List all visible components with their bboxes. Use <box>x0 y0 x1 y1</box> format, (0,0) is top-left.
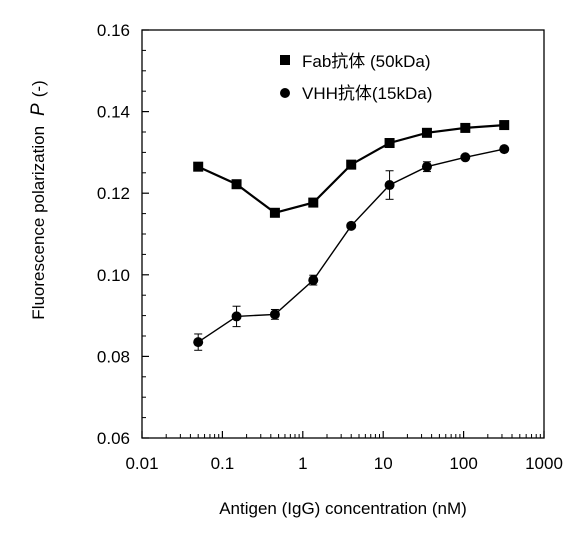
x-tick-label: 10 <box>374 454 393 473</box>
legend: Fab抗体 (50kDa) VHH抗体(15kDa) <box>280 52 432 103</box>
data-point-square <box>270 208 280 218</box>
data-point-square <box>346 160 356 170</box>
y-tick-label: 0.10 <box>97 266 130 285</box>
legend-label-fab: Fab抗体 (50kDa) <box>302 52 430 71</box>
y-tick-label: 0.12 <box>97 184 130 203</box>
y-tick-label: 0.14 <box>97 103 130 122</box>
y-axis-title-symbol: P <box>28 103 49 116</box>
legend-label-vhh: VHH抗体(15kDa) <box>302 84 432 103</box>
data-point-circle <box>232 311 242 321</box>
data-point-circle <box>422 162 432 172</box>
y-tick-label: 0.08 <box>97 347 130 366</box>
y-axis-title: Fluorescence polarization P (-) <box>28 80 49 319</box>
data-point-circle <box>385 180 395 190</box>
data-point-circle <box>460 152 470 162</box>
y-axis-title-unit: (-) <box>29 80 48 97</box>
x-axis-title: Antigen (IgG) concentration (nM) <box>219 499 467 518</box>
data-point-circle <box>193 337 203 347</box>
data-point-square <box>422 128 432 138</box>
data-point-square <box>499 120 509 130</box>
y-tick-label: 0.16 <box>97 21 130 40</box>
x-tick-label: 1000 <box>525 454 563 473</box>
data-point-circle <box>346 221 356 231</box>
data-point-circle <box>270 309 280 319</box>
data-point-circle <box>499 144 509 154</box>
data-point-circle <box>308 275 318 285</box>
legend-marker-fab <box>280 55 290 65</box>
legend-marker-vhh <box>280 88 290 98</box>
data-point-square <box>385 138 395 148</box>
x-tick-label: 1 <box>298 454 307 473</box>
series-line-2 <box>198 149 504 342</box>
x-tick-label: 100 <box>449 454 477 473</box>
data-point-square <box>232 179 242 189</box>
y-tick-label: 0.06 <box>97 429 130 448</box>
data-point-square <box>460 123 470 133</box>
x-tick-label: 0.1 <box>211 454 235 473</box>
data-point-square <box>193 162 203 172</box>
y-axis-title-text: Fluorescence polarization <box>29 126 48 320</box>
x-tick-label: 0.01 <box>125 454 158 473</box>
data-point-square <box>308 198 318 208</box>
